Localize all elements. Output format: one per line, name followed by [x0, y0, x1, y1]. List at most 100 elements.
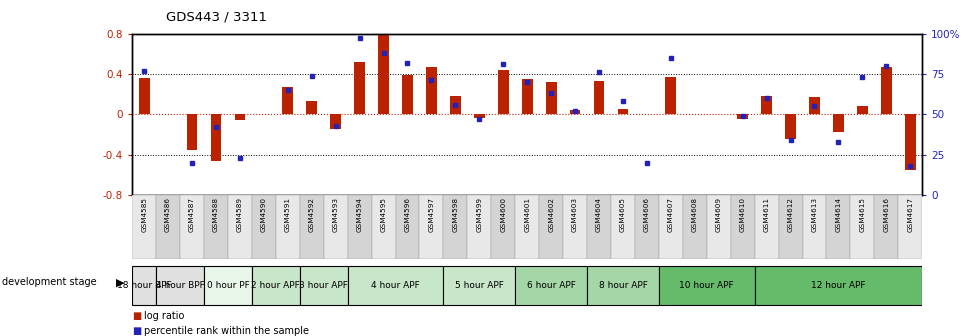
Text: GSM4613: GSM4613 [811, 198, 817, 233]
Bar [372, 195, 395, 259]
Text: GDS443 / 3311: GDS443 / 3311 [166, 10, 267, 23]
Text: ■: ■ [132, 311, 141, 321]
Bar [610, 195, 635, 259]
Text: 4 hour BPF: 4 hour BPF [156, 281, 204, 290]
Bar [378, 35, 388, 114]
Bar [856, 106, 867, 114]
Bar [276, 195, 299, 259]
Text: GSM4605: GSM4605 [619, 198, 625, 233]
Bar [617, 109, 628, 114]
Bar [754, 195, 778, 259]
Text: GSM4612: GSM4612 [786, 198, 793, 233]
Bar [306, 101, 317, 114]
Text: 0 hour PF: 0 hour PF [206, 281, 249, 290]
Bar [778, 195, 802, 259]
Text: log ratio: log ratio [144, 311, 184, 321]
Text: GSM4608: GSM4608 [691, 198, 697, 233]
Bar [754, 266, 921, 305]
Bar [299, 195, 324, 259]
Text: GSM4597: GSM4597 [428, 198, 434, 233]
Text: GSM4590: GSM4590 [260, 198, 267, 233]
Bar [706, 195, 730, 259]
Bar [228, 195, 251, 259]
Text: GSM4617: GSM4617 [907, 198, 912, 233]
Text: GSM4599: GSM4599 [476, 198, 482, 233]
Bar [665, 77, 676, 114]
Text: GSM4604: GSM4604 [596, 198, 601, 233]
Bar [210, 114, 221, 161]
Text: GSM4593: GSM4593 [333, 198, 338, 233]
Bar [904, 114, 914, 170]
Bar [521, 79, 532, 114]
Bar [898, 195, 921, 259]
Text: GSM4596: GSM4596 [404, 198, 410, 233]
Text: GSM4591: GSM4591 [285, 198, 290, 233]
Bar [808, 97, 819, 114]
Bar [587, 266, 658, 305]
Bar [180, 195, 203, 259]
Bar [354, 62, 365, 114]
Bar [443, 266, 514, 305]
Text: 6 hour APF: 6 hour APF [526, 281, 575, 290]
Bar [587, 195, 610, 259]
Text: 5 hour APF: 5 hour APF [455, 281, 504, 290]
Text: 12 hour APF: 12 hour APF [811, 281, 865, 290]
Bar [784, 114, 795, 139]
Bar [132, 195, 156, 259]
Bar [419, 195, 443, 259]
Bar [850, 195, 873, 259]
Bar [467, 195, 491, 259]
Bar [450, 96, 461, 114]
Text: GSM4615: GSM4615 [859, 198, 865, 233]
Bar [395, 195, 419, 259]
Text: GSM4601: GSM4601 [523, 198, 530, 233]
Text: GSM4606: GSM4606 [644, 198, 649, 233]
Bar [132, 266, 156, 305]
Bar [203, 195, 228, 259]
Bar [635, 195, 658, 259]
Bar [761, 96, 772, 114]
Bar [873, 195, 898, 259]
Text: ■: ■ [132, 326, 141, 336]
Text: GSM4587: GSM4587 [189, 198, 195, 233]
Bar [658, 266, 754, 305]
Bar [324, 195, 347, 259]
Bar [491, 195, 514, 259]
Text: GSM4611: GSM4611 [763, 198, 769, 233]
Text: GSM4595: GSM4595 [380, 198, 386, 233]
Text: ▶: ▶ [115, 277, 124, 287]
Bar [832, 114, 843, 132]
Text: 8 hour APF: 8 hour APF [598, 281, 646, 290]
Text: GSM4610: GSM4610 [739, 198, 745, 233]
Bar [514, 266, 587, 305]
Bar [251, 195, 276, 259]
Text: 18 hour BPF: 18 hour BPF [116, 281, 171, 290]
Bar [156, 195, 180, 259]
Bar [593, 81, 603, 114]
Text: 2 hour APF: 2 hour APF [251, 281, 300, 290]
Bar [443, 195, 467, 259]
Bar [347, 266, 443, 305]
Bar [330, 114, 340, 129]
Bar [730, 195, 754, 259]
Text: GSM4607: GSM4607 [667, 198, 673, 233]
Bar [402, 75, 413, 114]
Bar [545, 82, 556, 114]
Bar [425, 67, 436, 114]
Bar [235, 114, 245, 120]
Bar [156, 266, 203, 305]
Text: GSM4586: GSM4586 [165, 198, 171, 233]
Text: development stage: development stage [2, 277, 97, 287]
Bar [682, 195, 706, 259]
Text: 4 hour APF: 4 hour APF [371, 281, 420, 290]
Text: GSM4585: GSM4585 [141, 198, 147, 233]
Text: GSM4614: GSM4614 [834, 198, 840, 233]
Text: percentile rank within the sample: percentile rank within the sample [144, 326, 309, 336]
Bar [251, 266, 299, 305]
Bar [539, 195, 562, 259]
Bar [514, 195, 539, 259]
Bar [825, 195, 850, 259]
Bar [736, 114, 747, 119]
Bar [569, 110, 580, 114]
Text: GSM4589: GSM4589 [237, 198, 243, 233]
